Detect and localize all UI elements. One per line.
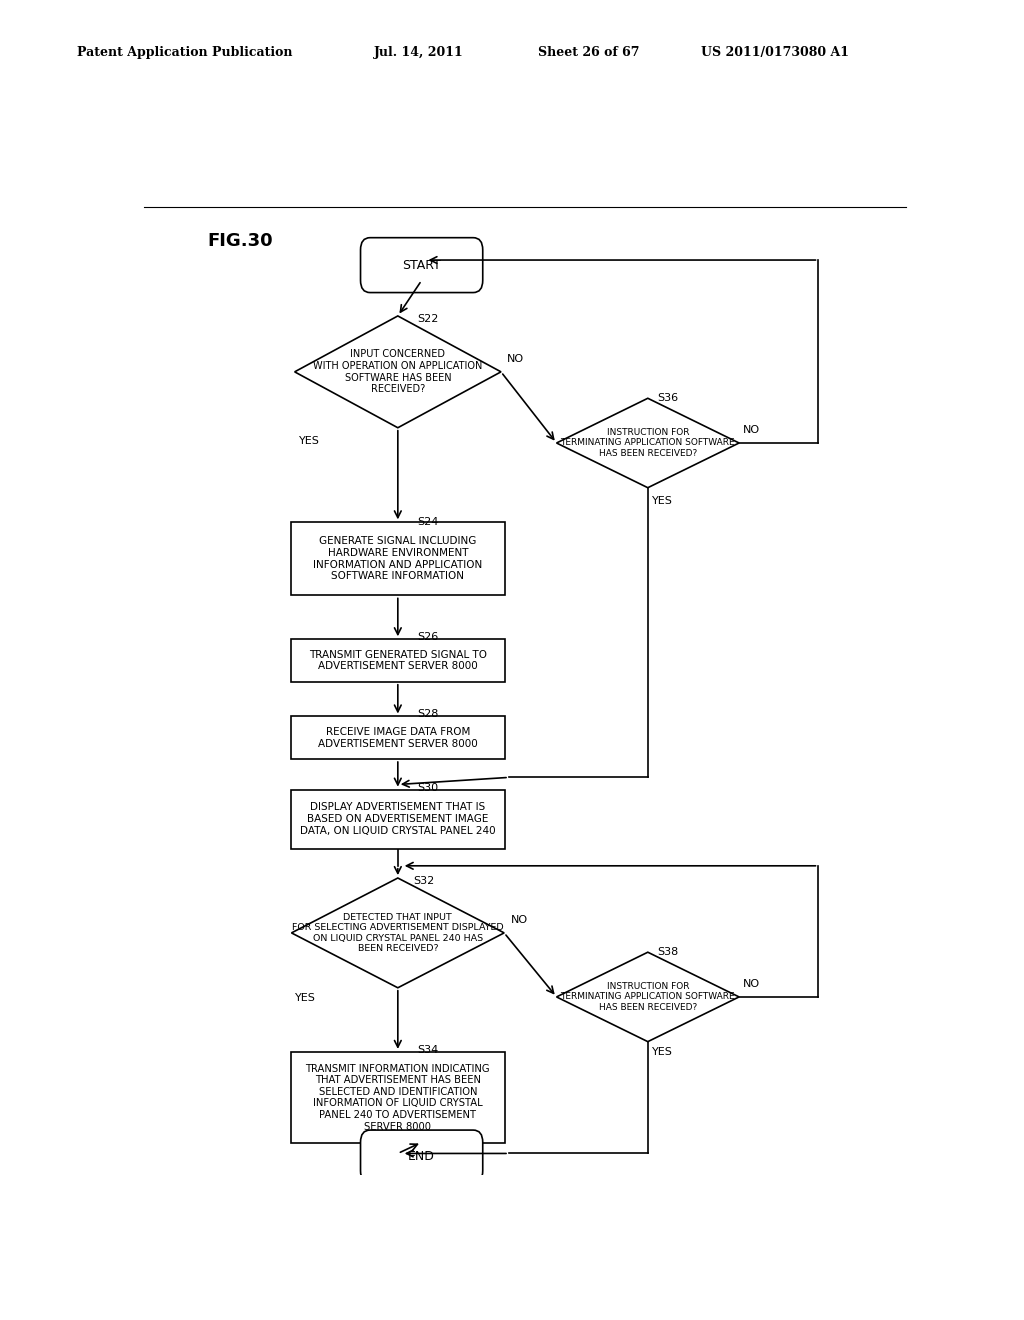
Text: END: END — [409, 1150, 435, 1163]
Text: NO: NO — [507, 354, 524, 364]
Text: DETECTED THAT INPUT
FOR SELECTING ADVERTISEMENT DISPLAYED
ON LIQUID CRYSTAL PANE: DETECTED THAT INPUT FOR SELECTING ADVERT… — [292, 913, 504, 953]
Bar — [291, 1052, 505, 1143]
Text: NO: NO — [743, 979, 760, 989]
Text: S30: S30 — [418, 783, 439, 792]
Text: RECEIVE IMAGE DATA FROM
ADVERTISEMENT SERVER 8000: RECEIVE IMAGE DATA FROM ADVERTISEMENT SE… — [317, 727, 478, 748]
Bar — [291, 523, 505, 595]
Bar — [291, 639, 505, 682]
Text: NO: NO — [743, 425, 760, 434]
Text: S28: S28 — [418, 709, 439, 719]
Text: INSTRUCTION FOR
TERMINATING APPLICATION SOFTWARE
HAS BEEN RECEIVED?: INSTRUCTION FOR TERMINATING APPLICATION … — [560, 428, 735, 458]
Polygon shape — [557, 399, 739, 487]
Text: TRANSMIT GENERATED SIGNAL TO
ADVERTISEMENT SERVER 8000: TRANSMIT GENERATED SIGNAL TO ADVERTISEME… — [309, 649, 486, 672]
Bar — [291, 717, 505, 759]
FancyBboxPatch shape — [360, 1130, 482, 1183]
Text: YES: YES — [652, 496, 673, 506]
Text: INSTRUCTION FOR
TERMINATING APPLICATION SOFTWARE
HAS BEEN RECEIVED?: INSTRUCTION FOR TERMINATING APPLICATION … — [560, 982, 735, 1012]
Text: YES: YES — [296, 993, 316, 1003]
Polygon shape — [295, 315, 501, 428]
Bar — [291, 789, 505, 849]
Text: NO: NO — [511, 915, 527, 925]
Text: S38: S38 — [657, 948, 679, 957]
Text: TRANSMIT INFORMATION INDICATING
THAT ADVERTISEMENT HAS BEEN
SELECTED AND IDENTIF: TRANSMIT INFORMATION INDICATING THAT ADV… — [305, 1064, 490, 1131]
Text: Jul. 14, 2011: Jul. 14, 2011 — [374, 46, 464, 59]
Text: S22: S22 — [418, 314, 439, 325]
Text: Patent Application Publication: Patent Application Publication — [77, 46, 292, 59]
Text: US 2011/0173080 A1: US 2011/0173080 A1 — [701, 46, 850, 59]
Text: S36: S36 — [657, 393, 679, 404]
Text: S32: S32 — [414, 876, 435, 886]
Text: GENERATE SIGNAL INCLUDING
HARDWARE ENVIRONMENT
INFORMATION AND APPLICATION
SOFTW: GENERATE SIGNAL INCLUDING HARDWARE ENVIR… — [313, 536, 482, 581]
Text: Sheet 26 of 67: Sheet 26 of 67 — [538, 46, 639, 59]
Text: INPUT CONCERNED
WITH OPERATION ON APPLICATION
SOFTWARE HAS BEEN
RECEIVED?: INPUT CONCERNED WITH OPERATION ON APPLIC… — [313, 350, 482, 395]
Text: START: START — [402, 259, 441, 272]
Text: DISPLAY ADVERTISEMENT THAT IS
BASED ON ADVERTISEMENT IMAGE
DATA, ON LIQUID CRYST: DISPLAY ADVERTISEMENT THAT IS BASED ON A… — [300, 803, 496, 836]
Text: FIG.30: FIG.30 — [207, 231, 273, 249]
Text: S26: S26 — [418, 632, 439, 643]
Text: S34: S34 — [418, 1045, 439, 1055]
Text: YES: YES — [652, 1047, 673, 1057]
FancyBboxPatch shape — [360, 238, 482, 293]
Polygon shape — [292, 878, 504, 987]
Text: S24: S24 — [418, 517, 439, 528]
Polygon shape — [557, 952, 739, 1041]
Text: YES: YES — [299, 436, 319, 446]
